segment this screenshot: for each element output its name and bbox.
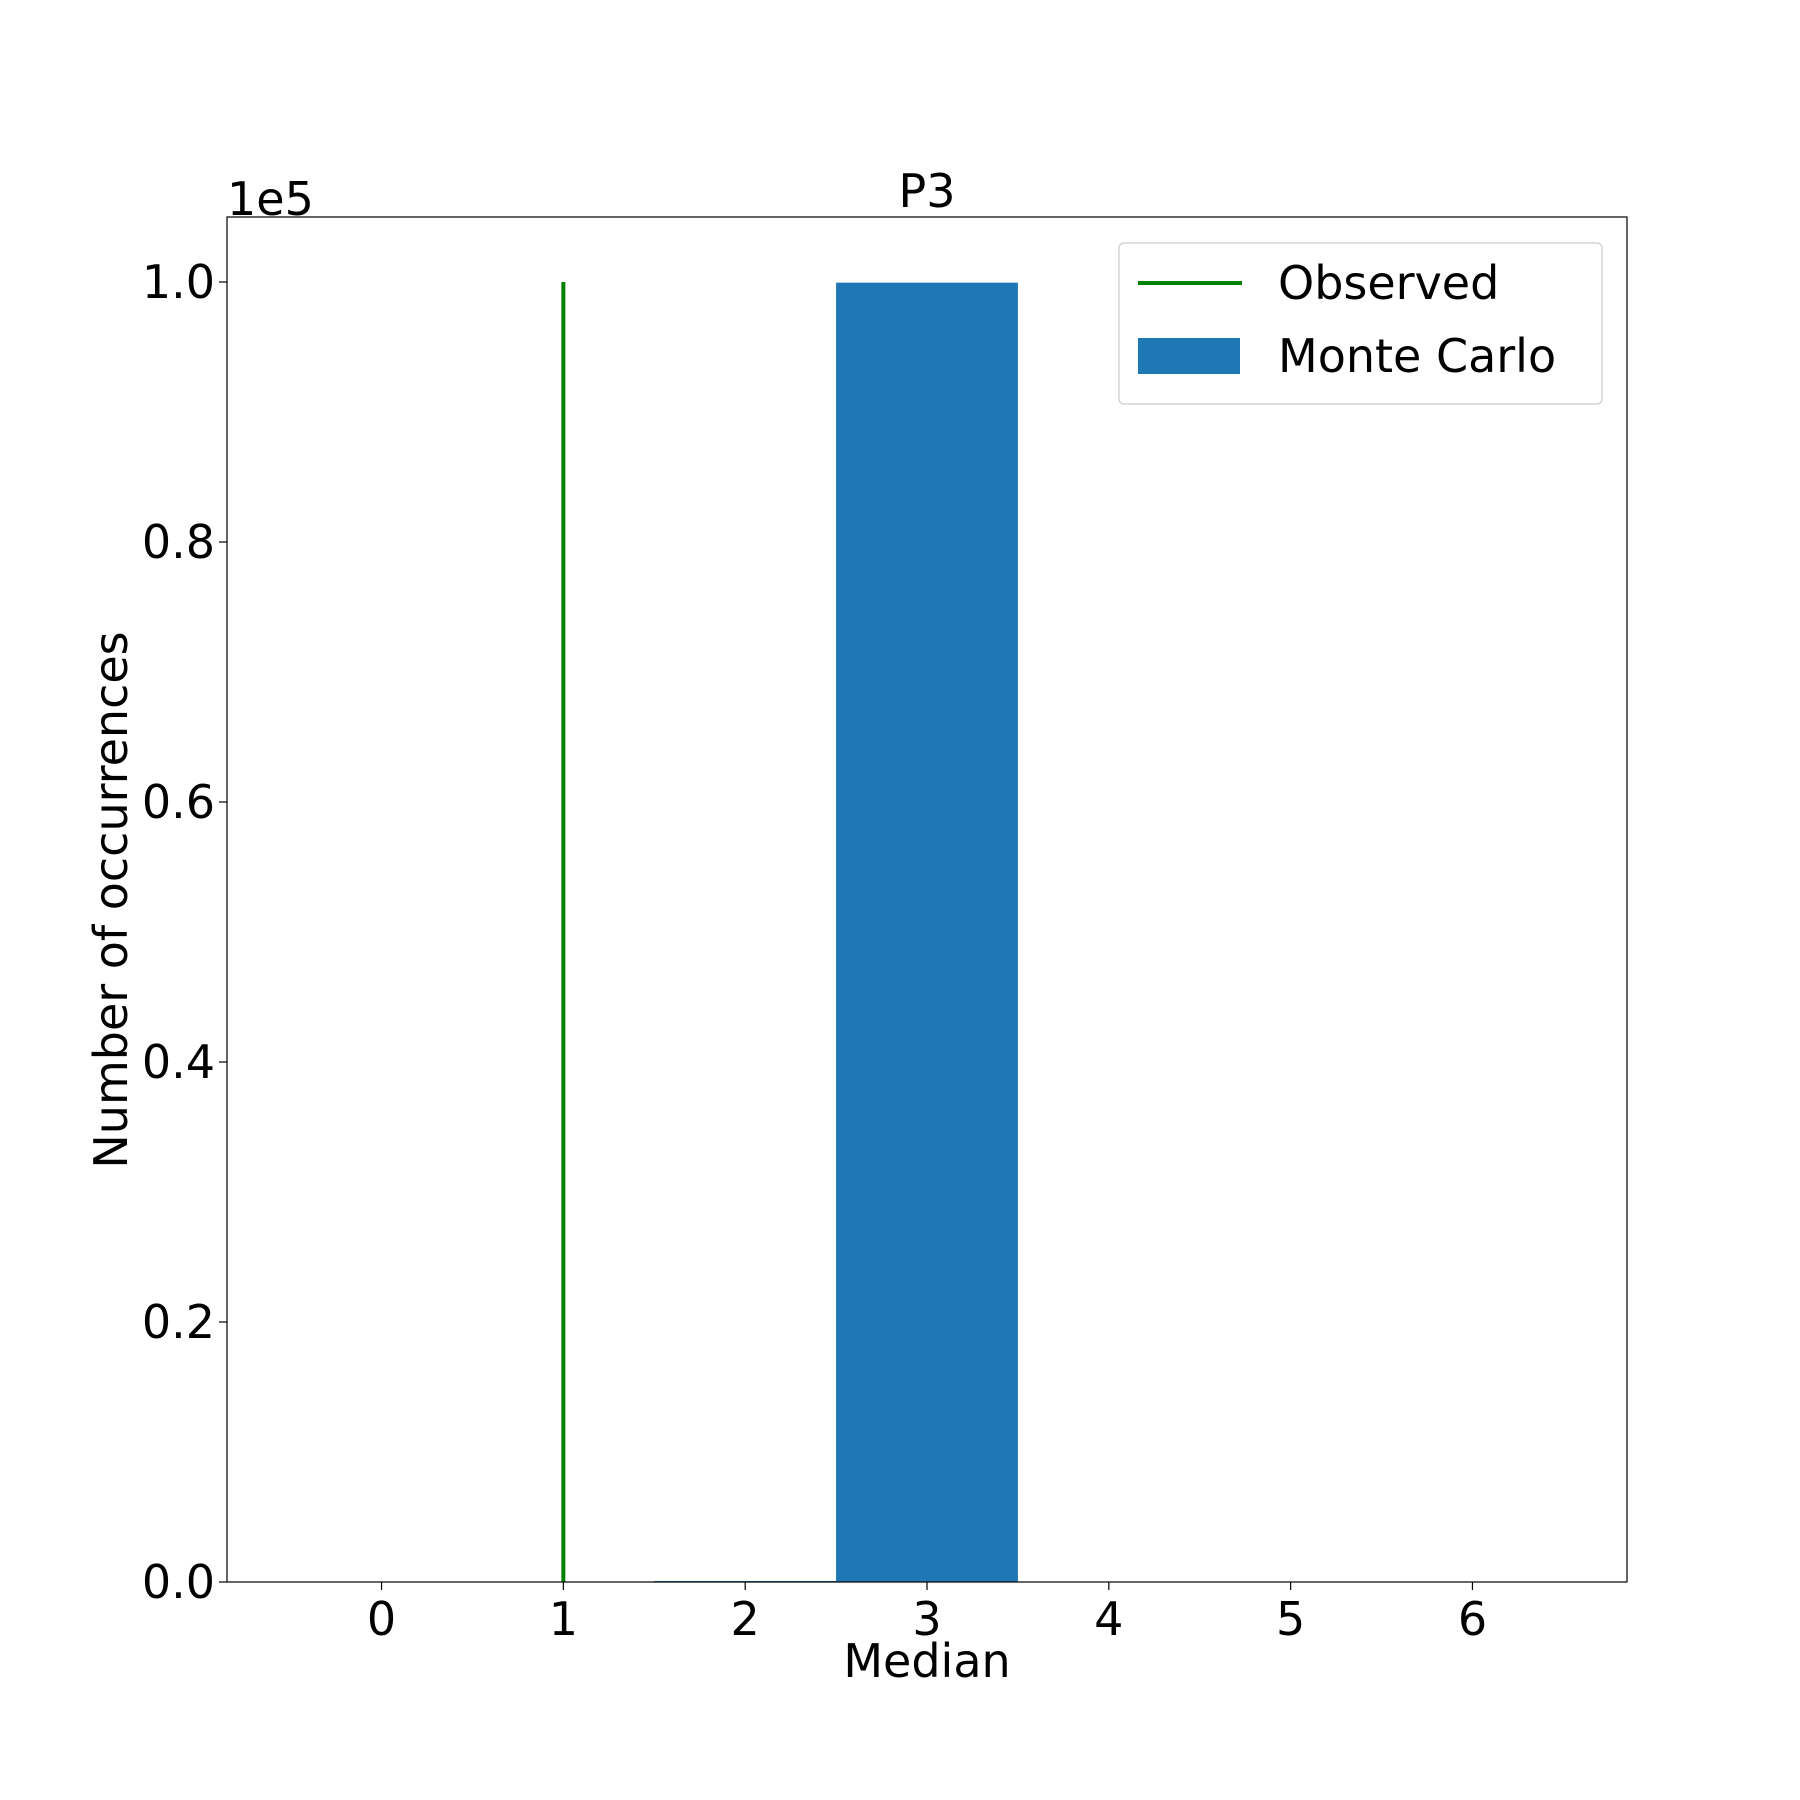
- legend-monte-carlo-label: Monte Carlo: [1278, 329, 1556, 383]
- y-tick-label-5: 1.0: [142, 255, 215, 309]
- y-axis-ticks: 0.0 0.2 0.4 0.6 0.8 1.0: [142, 255, 227, 1609]
- legend-monte-carlo-swatch: [1138, 338, 1240, 374]
- histogram-bars: [654, 282, 1018, 1582]
- x-tick-label-4: 4: [1094, 1592, 1123, 1646]
- y-tick-label-4: 0.8: [142, 515, 215, 569]
- x-tick-label-5: 5: [1276, 1592, 1305, 1646]
- y-tick-label-2: 0.4: [142, 1035, 215, 1089]
- y-axis-label: Number of occurrences: [84, 631, 138, 1168]
- x-tick-label-0: 0: [367, 1592, 396, 1646]
- x-axis-label: Median: [843, 1634, 1010, 1688]
- x-tick-label-6: 6: [1458, 1592, 1487, 1646]
- y-tick-label-0: 0.0: [142, 1555, 215, 1609]
- bar-3: [836, 282, 1018, 1582]
- legend-observed-label: Observed: [1278, 256, 1499, 310]
- chart-title: P3: [898, 164, 955, 218]
- x-tick-label-2: 2: [731, 1592, 760, 1646]
- x-tick-label-3: 3: [912, 1592, 941, 1646]
- x-tick-label-1: 1: [549, 1592, 578, 1646]
- y-tick-label-3: 0.6: [142, 775, 215, 829]
- y-offset-label: 1e5: [227, 172, 314, 226]
- y-tick-label-1: 0.2: [142, 1295, 215, 1349]
- x-axis-ticks: 0 1 2 3 4 5 6: [367, 1582, 1487, 1646]
- legend: Observed Monte Carlo: [1118, 242, 1603, 405]
